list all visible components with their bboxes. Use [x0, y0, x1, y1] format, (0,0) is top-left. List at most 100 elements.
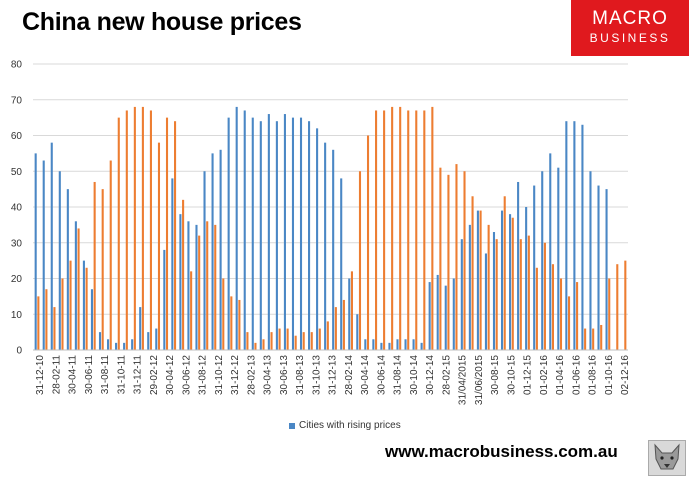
bar-rising	[147, 332, 150, 350]
x-tick-label: 31-12-11	[133, 355, 144, 395]
bar-rising	[549, 153, 552, 350]
bar-rising	[396, 339, 399, 350]
bar-rising	[179, 214, 182, 350]
x-tick-label: 31-12-10	[35, 355, 46, 395]
x-tick-label: 01-10-16	[604, 355, 615, 395]
bar-falling	[358, 171, 362, 350]
y-tick-label: 10	[11, 310, 23, 321]
bar-rising	[235, 106, 238, 351]
bar-falling	[463, 171, 466, 350]
bar-falling	[576, 282, 579, 350]
bar-falling	[254, 342, 257, 350]
bar-rising	[573, 121, 576, 350]
legend: Cities with rising prices	[289, 420, 401, 431]
x-tick-label: 30-06-12	[181, 355, 192, 395]
bar-falling	[149, 110, 152, 350]
bar-falling	[182, 199, 185, 350]
bar-falling	[157, 142, 161, 350]
bar-rising	[316, 128, 319, 350]
x-tick-label: 31/06/2015	[474, 355, 485, 405]
x-tick-label: 31-08-12	[198, 355, 209, 395]
bar-falling	[487, 224, 490, 350]
bar-falling	[246, 332, 249, 350]
bar-falling	[334, 307, 337, 350]
bar-falling	[527, 235, 530, 350]
bar-rising	[372, 339, 375, 350]
bar-rising	[58, 171, 61, 350]
bar-falling	[519, 239, 522, 350]
bar-rising	[500, 210, 504, 350]
bar-falling	[262, 339, 265, 350]
bar-rising	[275, 121, 278, 350]
x-tick-label: 28-02-13	[246, 355, 257, 395]
bar-falling	[270, 332, 273, 350]
bar-rising	[492, 232, 496, 350]
bar-rising	[195, 224, 198, 350]
chart-title: China new house prices	[22, 8, 302, 36]
bar-rising	[163, 249, 166, 350]
bar-rising	[106, 339, 110, 350]
x-tick-label: 30-12-14	[425, 355, 436, 395]
bar-falling	[190, 271, 193, 350]
bar-falling	[230, 296, 233, 350]
bar-falling	[69, 260, 72, 350]
bar-falling	[600, 324, 603, 350]
bar-falling	[125, 110, 128, 350]
bar-falling	[238, 299, 241, 350]
bar-rising	[356, 314, 359, 350]
x-tick-label: 31-08-14	[393, 355, 404, 395]
x-tick-label: 01-04-16	[555, 355, 566, 395]
y-tick-label: 40	[11, 203, 23, 214]
x-tick-label: 30-10-15	[506, 355, 517, 395]
bar-falling	[206, 221, 209, 350]
y-tick-label: 0	[16, 346, 22, 357]
bar-rising	[517, 181, 520, 350]
bar-falling	[592, 328, 595, 350]
bar-falling	[77, 228, 80, 350]
bar-rising	[420, 342, 423, 350]
y-tick-label: 80	[11, 60, 23, 71]
bar-rising	[291, 117, 295, 350]
bar-rising	[388, 342, 391, 350]
bar-rising	[468, 224, 471, 350]
bar-rising	[452, 278, 455, 350]
bar-rising	[123, 342, 126, 350]
legend-label: Cities with rising prices	[299, 420, 401, 431]
bar-falling	[302, 332, 305, 350]
bar-rising	[581, 124, 584, 351]
bar-falling	[495, 239, 498, 350]
x-tick-label: 28-02-11	[51, 355, 62, 395]
bar-rising	[589, 171, 592, 350]
bar-rising	[348, 278, 351, 350]
x-tick-label: 30-04-14	[360, 355, 371, 395]
x-tick-label: 28-02-14	[344, 355, 355, 395]
x-tick-label: 31-10-12	[214, 355, 225, 395]
bar-falling	[286, 328, 289, 350]
bar-rising	[364, 339, 367, 350]
bar-falling	[133, 106, 136, 351]
bar-falling	[511, 217, 514, 350]
x-tick-label: 31-08-13	[295, 355, 306, 395]
bar-falling	[53, 307, 56, 350]
bar-rising	[308, 121, 311, 350]
bar-rising	[525, 207, 528, 350]
bar-rising	[74, 221, 77, 350]
bar-falling	[584, 328, 587, 350]
bar-falling	[294, 335, 297, 350]
y-tick-label: 70	[11, 95, 23, 106]
bar-falling	[383, 110, 386, 350]
bar-rising	[66, 189, 69, 350]
x-tick-label: 30-04-13	[263, 355, 274, 395]
x-tick-label: 01-08-16	[588, 355, 599, 395]
bar-rising	[227, 117, 230, 350]
bar-rising	[203, 171, 206, 350]
x-tick-label: 01-12-15	[523, 355, 534, 395]
bar-falling	[608, 278, 611, 350]
bar-rising	[259, 121, 262, 350]
bar-falling	[278, 328, 281, 350]
bar-falling	[447, 174, 450, 350]
bar-falling	[431, 106, 434, 351]
bar-falling	[174, 121, 177, 350]
bar-rising	[34, 153, 37, 350]
